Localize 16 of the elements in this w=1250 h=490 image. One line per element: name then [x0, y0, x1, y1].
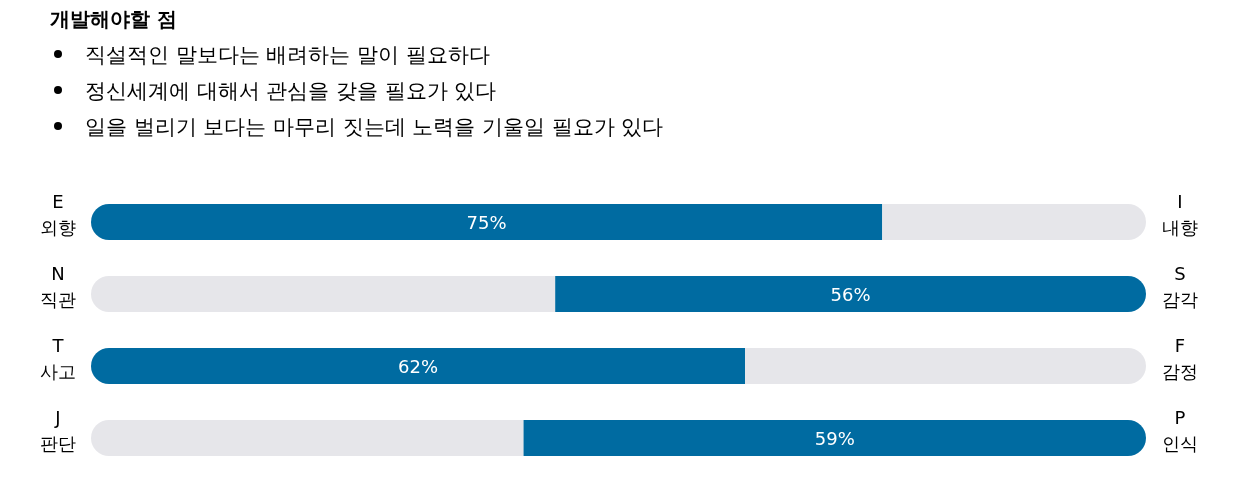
y-tick-label: T 사고	[40, 335, 76, 382]
y-tick-label: N 직관	[40, 263, 76, 310]
chart-title: 개발해야할 점	[50, 7, 177, 31]
text: 정신세계에 대해서 관심을 갖을 필요가 있다	[85, 79, 497, 103]
y-tick-label: E 외향	[40, 191, 76, 238]
data-label: 62%	[398, 356, 439, 377]
data-label: 56%	[830, 284, 871, 305]
text: 일을 벌리기 보다는 마무리 짓는데 노력을 기울일 필요가 있다	[85, 115, 664, 139]
y2-tick-label: F 감정	[1162, 335, 1198, 382]
y2-tick-label: I 내향	[1162, 191, 1198, 238]
data-label: 59%	[814, 428, 855, 449]
data-label: 75%	[466, 212, 507, 233]
text: 직설적인 말보다는 배려하는 말이 필요하다	[85, 43, 490, 67]
y-tick-label: J 판단	[40, 407, 76, 454]
y2-tick-label: S 감각	[1162, 263, 1198, 310]
y2-tick-label: P 인식	[1162, 407, 1198, 454]
